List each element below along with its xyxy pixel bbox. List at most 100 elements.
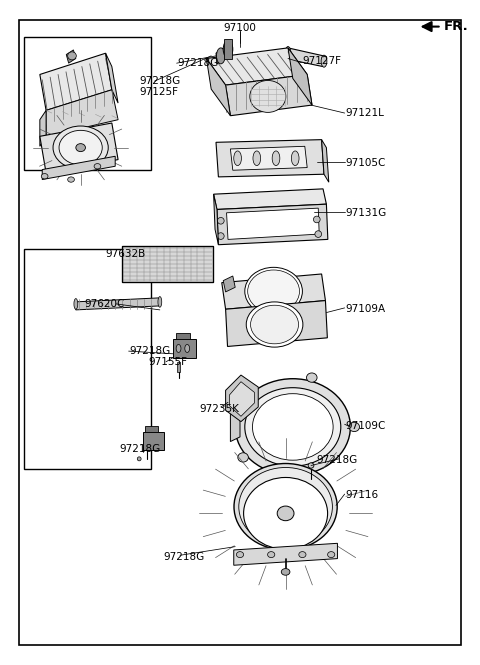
- Text: 97131G: 97131G: [346, 207, 387, 218]
- Polygon shape: [217, 204, 328, 245]
- Polygon shape: [226, 74, 312, 116]
- Ellipse shape: [158, 297, 162, 307]
- Polygon shape: [227, 208, 319, 239]
- Polygon shape: [145, 426, 158, 432]
- Ellipse shape: [176, 344, 181, 352]
- Ellipse shape: [185, 344, 190, 352]
- Ellipse shape: [315, 231, 322, 237]
- Ellipse shape: [307, 373, 317, 382]
- Polygon shape: [42, 156, 115, 180]
- Ellipse shape: [307, 471, 317, 481]
- Text: 97109A: 97109A: [346, 304, 386, 315]
- Polygon shape: [284, 48, 326, 66]
- Ellipse shape: [313, 216, 320, 223]
- Polygon shape: [40, 110, 46, 146]
- Ellipse shape: [217, 217, 224, 224]
- Text: 97155F: 97155F: [149, 357, 188, 368]
- Polygon shape: [234, 543, 337, 565]
- Polygon shape: [74, 298, 160, 310]
- Polygon shape: [206, 48, 307, 85]
- Text: 97218G: 97218G: [130, 346, 171, 356]
- Polygon shape: [226, 375, 258, 422]
- Text: 97125F: 97125F: [139, 86, 178, 97]
- Polygon shape: [122, 246, 213, 282]
- Ellipse shape: [41, 174, 48, 179]
- Ellipse shape: [327, 552, 335, 557]
- Polygon shape: [224, 39, 232, 59]
- Text: 97218G: 97218G: [119, 444, 160, 454]
- Ellipse shape: [68, 52, 76, 60]
- Text: 97100: 97100: [224, 23, 256, 33]
- Ellipse shape: [321, 55, 327, 67]
- Ellipse shape: [308, 463, 314, 468]
- Ellipse shape: [277, 506, 294, 521]
- Polygon shape: [106, 53, 118, 103]
- Polygon shape: [216, 140, 324, 177]
- Polygon shape: [40, 123, 118, 173]
- Ellipse shape: [272, 151, 280, 166]
- Ellipse shape: [250, 80, 286, 112]
- Polygon shape: [66, 50, 76, 63]
- Text: 97218G: 97218G: [139, 76, 180, 86]
- Text: 97121L: 97121L: [346, 108, 384, 118]
- Polygon shape: [322, 140, 329, 182]
- Text: 97105C: 97105C: [346, 158, 386, 168]
- Ellipse shape: [76, 144, 85, 152]
- Text: 97218G: 97218G: [178, 58, 219, 68]
- Ellipse shape: [216, 48, 225, 64]
- Text: FR.: FR.: [444, 20, 469, 33]
- Ellipse shape: [251, 305, 299, 344]
- Polygon shape: [214, 189, 326, 209]
- Polygon shape: [214, 194, 218, 245]
- Ellipse shape: [94, 164, 101, 169]
- Ellipse shape: [239, 467, 332, 546]
- Polygon shape: [288, 48, 312, 105]
- Ellipse shape: [234, 464, 337, 550]
- Polygon shape: [206, 59, 230, 116]
- Polygon shape: [229, 382, 254, 416]
- Ellipse shape: [137, 457, 141, 461]
- Ellipse shape: [245, 267, 302, 315]
- Text: 97109C: 97109C: [346, 420, 386, 431]
- Polygon shape: [226, 301, 327, 346]
- Ellipse shape: [253, 151, 261, 166]
- Ellipse shape: [267, 552, 275, 557]
- Ellipse shape: [299, 552, 306, 557]
- Text: 97127F: 97127F: [302, 56, 341, 66]
- Ellipse shape: [238, 392, 248, 401]
- Ellipse shape: [281, 569, 290, 575]
- Ellipse shape: [223, 41, 233, 58]
- Text: 97235K: 97235K: [199, 404, 239, 414]
- Ellipse shape: [248, 270, 300, 313]
- Text: 97116: 97116: [346, 490, 379, 501]
- Ellipse shape: [217, 233, 224, 239]
- Ellipse shape: [234, 151, 241, 166]
- Ellipse shape: [236, 552, 244, 557]
- Ellipse shape: [68, 177, 74, 182]
- Polygon shape: [177, 362, 180, 372]
- Ellipse shape: [291, 151, 299, 166]
- Ellipse shape: [245, 388, 341, 466]
- Polygon shape: [230, 146, 307, 170]
- Polygon shape: [223, 276, 235, 292]
- Ellipse shape: [243, 477, 327, 549]
- Text: 97218G: 97218G: [317, 455, 358, 465]
- Ellipse shape: [59, 130, 102, 165]
- Polygon shape: [222, 274, 325, 309]
- Ellipse shape: [252, 394, 333, 460]
- Polygon shape: [173, 339, 196, 358]
- Ellipse shape: [53, 126, 108, 170]
- Ellipse shape: [74, 299, 78, 309]
- Polygon shape: [216, 48, 225, 64]
- Ellipse shape: [238, 453, 248, 462]
- Ellipse shape: [246, 302, 303, 347]
- Ellipse shape: [349, 422, 360, 432]
- Polygon shape: [143, 432, 164, 450]
- Polygon shape: [230, 412, 240, 442]
- Polygon shape: [40, 53, 112, 110]
- Text: 97632B: 97632B: [106, 249, 146, 259]
- Text: 97218G: 97218G: [163, 552, 204, 563]
- Ellipse shape: [285, 47, 291, 60]
- Text: 97620C: 97620C: [84, 299, 124, 309]
- Polygon shape: [176, 332, 190, 339]
